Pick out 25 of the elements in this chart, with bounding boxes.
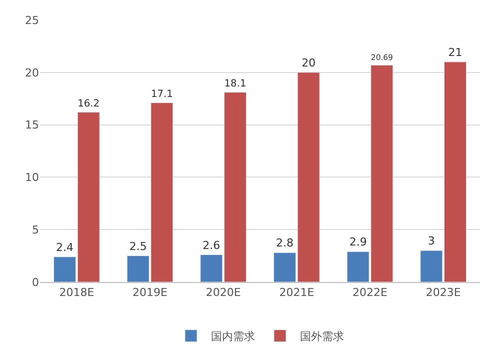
legend-label: 国内需求: [211, 330, 255, 344]
x-tick-label: 2020E: [206, 286, 241, 300]
data-label: 2.4: [56, 240, 74, 254]
data-label: 2.9: [349, 236, 367, 249]
x-tick-label: 2022E: [352, 286, 388, 300]
y-tick-label: 15: [25, 118, 39, 132]
x-tick-label: 2019E: [132, 286, 168, 300]
x-tick-label: 2021E: [279, 286, 314, 300]
legend-label: 国外需求: [300, 330, 344, 344]
data-label: 20: [302, 56, 316, 70]
x-tick-label: 2023E: [426, 286, 461, 300]
y-tick-label: 10: [25, 171, 39, 184]
x-tick-label: 2018E: [59, 286, 94, 300]
data-label: 2.5: [129, 240, 147, 253]
data-label: 21: [448, 46, 462, 59]
y-tick-label: 0: [32, 276, 39, 289]
data-label: 3: [428, 234, 435, 248]
y-tick-label: 5: [32, 223, 39, 236]
data-label: 16.2: [78, 98, 100, 110]
data-label: 2.8: [276, 236, 294, 250]
data-label: 17.1: [150, 89, 173, 100]
data-label: 18.1: [224, 78, 246, 90]
y-tick-label: 25: [25, 14, 39, 27]
y-tick-label: 20: [25, 66, 39, 80]
data-label: 2.6: [202, 238, 220, 252]
